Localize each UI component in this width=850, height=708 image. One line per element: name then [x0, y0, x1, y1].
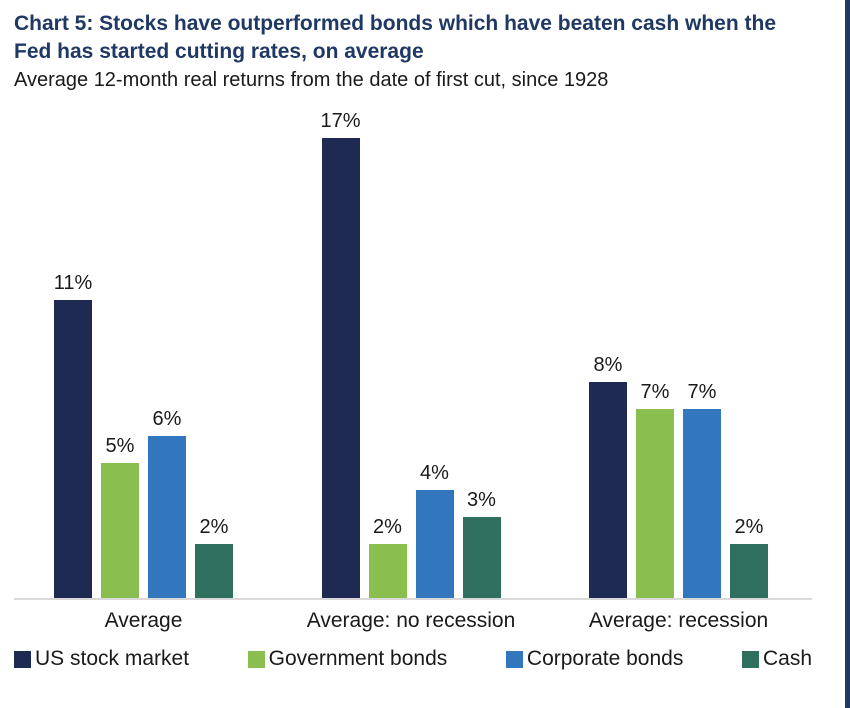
bar [368, 544, 407, 599]
bar-group: 11% 5% 6% 2% [53, 272, 233, 599]
bar-cell: 17% [320, 110, 361, 599]
bar-cell: 2% [368, 516, 407, 599]
bar-cell: 6% [148, 408, 186, 599]
bar-value-label: 2% [199, 516, 229, 539]
legend-label: Cash [762, 647, 812, 671]
right-accent-stripe [845, 0, 850, 708]
bar-cell: 4% [415, 462, 454, 599]
bar-cell: 11% [53, 272, 93, 599]
legend-swatch [14, 650, 31, 668]
bar [730, 544, 768, 599]
bar [683, 409, 721, 599]
chart-subtitle: Average 12-month real returns from the d… [14, 69, 609, 92]
bar [636, 409, 674, 599]
legend-item: Cash [741, 647, 812, 671]
legend: US stock market Government bonds Corporate… [14, 647, 812, 671]
legend-swatch [247, 650, 265, 668]
bar-cell: 3% [462, 489, 501, 599]
bar-value-label: 2% [734, 516, 764, 539]
bar-group: 17% 2% 4% 3% [320, 110, 501, 599]
category-label: Average [104, 609, 183, 633]
bar-cell: 2% [730, 516, 768, 599]
bar-value-label: 2% [373, 516, 402, 539]
bar-cell: 2% [195, 516, 233, 599]
bar-value-label: 11% [53, 272, 93, 295]
bar [321, 138, 360, 599]
legend-swatch [505, 650, 523, 668]
bar-value-label: 3% [467, 489, 496, 512]
bar-value-label: 8% [593, 354, 623, 377]
legend-item: Government bonds [247, 647, 448, 671]
legend-item: US stock market [14, 647, 189, 671]
bar [589, 382, 627, 599]
bar-value-label: 6% [152, 408, 182, 431]
bar [415, 490, 454, 599]
x-axis-category-labels: Average Average: no recession Average: rec… [14, 609, 812, 633]
bar-cell: 8% [589, 354, 627, 599]
bar-value-label: 5% [105, 435, 135, 458]
bar [101, 463, 139, 599]
category-cell: Average: recession [589, 609, 768, 633]
category-cell: Average: no recession [307, 609, 516, 633]
category-cell: Average [54, 609, 233, 633]
legend-label: Government bonds [268, 647, 448, 671]
bar [148, 436, 186, 599]
category-label: Average: recession [588, 609, 769, 633]
bar-cell: 7% [636, 381, 674, 599]
category-label: Average: no recession [306, 609, 516, 633]
bar-cell: 7% [683, 381, 721, 599]
bar-value-label: 7% [687, 381, 717, 404]
bar [462, 517, 501, 599]
legend-item: Corporate bonds [505, 647, 684, 671]
bar-cell: 5% [101, 435, 139, 599]
bar [54, 300, 92, 599]
bar-value-label: 7% [640, 381, 670, 404]
legend-label: Corporate bonds [526, 647, 684, 671]
bar-value-label: 4% [420, 462, 449, 485]
bar-group: 8% 7% 7% 2% [589, 354, 768, 599]
plot-area: 11% 5% 6% 2% 17% 2% 4% 3% 8% 7% 7% 2% [14, 98, 812, 601]
bar [195, 544, 233, 599]
legend-swatch [741, 650, 759, 668]
bar-value-label: 17% [320, 110, 361, 133]
chart-title: Chart 5: Stocks have outperformed bonds … [14, 12, 776, 63]
legend-label: US stock market [35, 647, 190, 671]
